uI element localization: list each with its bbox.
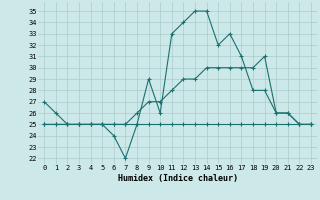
X-axis label: Humidex (Indice chaleur): Humidex (Indice chaleur) xyxy=(118,174,238,183)
